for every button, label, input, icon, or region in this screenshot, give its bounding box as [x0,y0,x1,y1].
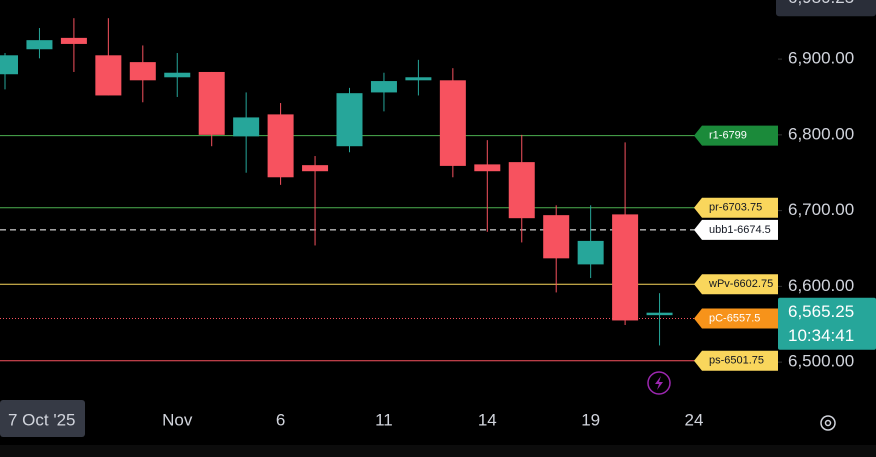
candle-body [336,93,363,147]
candle-body [60,37,87,44]
candle-body [164,72,191,78]
settings-icon[interactable] [820,415,836,431]
candle-body [198,71,225,135]
crosshair-date-box [0,400,85,437]
level-label: pr-6703.75 [709,202,762,214]
y-tick-label: 6,500.00 [788,352,854,371]
y-tick-label: 6,700.00 [788,200,854,219]
x-tick-label: Nov [162,410,193,429]
level-label-box [694,219,778,240]
candle-body [233,117,260,137]
last-price-label: 6,565.25 [788,302,854,321]
candle-body [543,215,570,259]
x-tick-label: 6 [276,410,285,429]
candle-body [95,55,122,96]
candle-body [646,312,673,316]
x-tick-label: 11 [375,410,393,429]
y-tick-label: 6,900.00 [788,49,854,68]
candle-body [0,55,18,75]
candle-body [302,165,329,172]
level-label: pC-6557.5 [709,312,760,324]
top-price-box [776,0,876,17]
level-label-box [694,350,778,371]
y-tick-label: 6,600.00 [788,276,854,295]
x-tick-label: 19 [581,410,600,429]
settings-hub [824,419,832,427]
candle-body [439,80,466,166]
level-label: ubb1-6674.5 [709,224,771,236]
event-bolt [655,376,663,390]
candle-body [474,164,501,172]
crosshair-date: 7 Oct '25 [8,410,76,429]
level-label: wPv-6602.75 [708,278,773,290]
plot-area: r1-6799 pr-6703.75 ubb1-6674.5 wPv-6602.75 p… [0,18,778,371]
level-label-box [694,125,778,146]
level-label-box [694,274,778,295]
last-price-box [778,297,876,350]
level-label: r1-6799 [709,130,747,142]
event-icon[interactable] [647,371,671,395]
candle-body [508,162,535,219]
y-tick-label: 6,800.00 [788,124,854,143]
level-label: ps-6501.75 [709,355,764,367]
settings-ring [820,415,836,431]
candle-body [129,62,156,81]
top-price-label: 6,980.25 [788,0,854,7]
countdown: 10:34:41 [788,326,854,345]
level-label-box [694,308,778,329]
candle-body [405,77,432,81]
candle-body [612,214,639,321]
level-label-box [694,197,778,218]
candle-body [577,240,604,265]
candle-body [267,114,294,178]
x-tick-label: 24 [685,410,704,429]
x-tick-label: 14 [478,410,497,429]
bottom-strip [0,445,876,457]
candle-body [370,81,397,93]
candle-body [26,40,53,50]
